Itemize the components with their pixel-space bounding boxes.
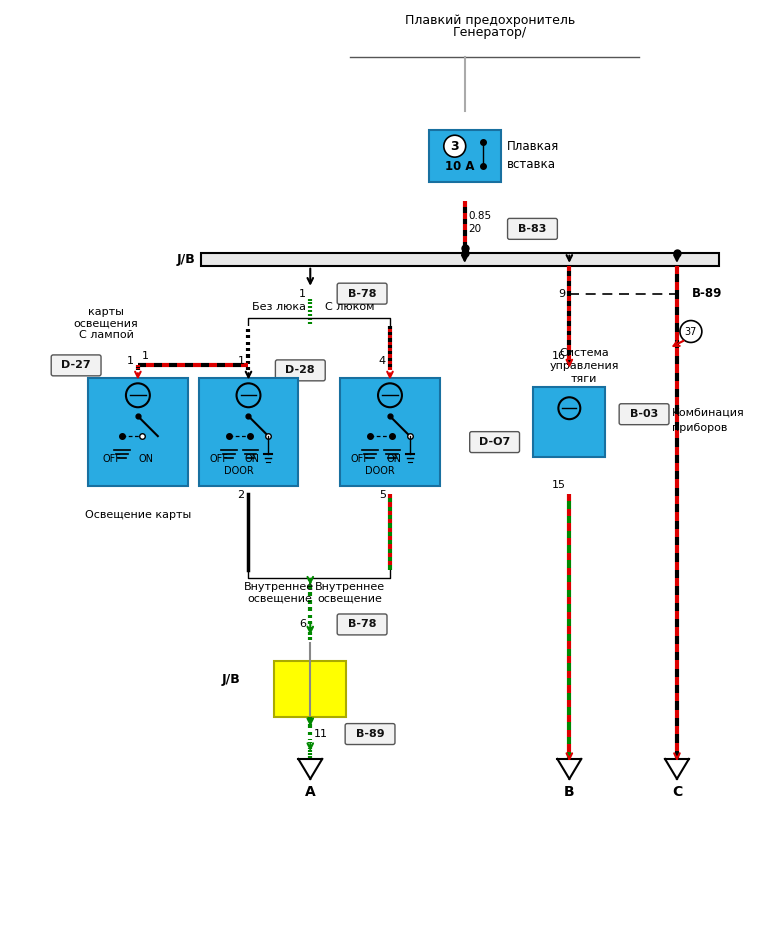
- Text: 3: 3: [450, 140, 459, 153]
- FancyBboxPatch shape: [345, 724, 395, 745]
- Bar: [88, 379, 188, 486]
- Text: DOOR: DOOR: [365, 466, 395, 476]
- Text: D-O7: D-O7: [479, 437, 510, 447]
- Text: B-78: B-78: [348, 619, 376, 630]
- Text: Без люка: Без люка: [252, 301, 306, 312]
- Text: 1: 1: [127, 357, 134, 366]
- Bar: [198, 379, 298, 486]
- Text: Генератор/: Генератор/: [452, 25, 527, 39]
- Bar: [340, 379, 440, 486]
- Text: B: B: [564, 784, 574, 799]
- Text: управления: управления: [550, 362, 619, 371]
- Text: 20: 20: [469, 224, 482, 234]
- Text: С люком: С люком: [325, 301, 375, 312]
- Text: OFF: OFF: [209, 454, 228, 464]
- FancyBboxPatch shape: [469, 431, 520, 452]
- Bar: [201, 253, 719, 266]
- Circle shape: [680, 321, 702, 343]
- Circle shape: [444, 135, 466, 157]
- Text: 16: 16: [551, 351, 565, 362]
- Text: 4: 4: [379, 357, 386, 366]
- Text: 9: 9: [558, 289, 565, 298]
- Text: Плавкий предохронитель: Плавкий предохронитель: [405, 13, 574, 26]
- Text: Плавкая: Плавкая: [506, 140, 559, 153]
- Text: OFF: OFF: [350, 454, 370, 464]
- Text: J/B: J/B: [222, 673, 241, 685]
- Bar: [428, 130, 500, 182]
- Text: B-89: B-89: [356, 729, 384, 739]
- Text: освещение: освещение: [318, 594, 383, 603]
- Text: освещение: освещение: [247, 594, 312, 603]
- Text: A: A: [305, 784, 316, 799]
- Text: освещения: освещения: [73, 318, 138, 329]
- Text: Освещение карты: Освещение карты: [85, 510, 191, 520]
- Text: 1: 1: [300, 289, 306, 298]
- Text: DOOR: DOOR: [224, 466, 253, 476]
- Text: С лампой: С лампой: [79, 330, 134, 341]
- Text: ON: ON: [245, 454, 260, 464]
- Text: D-27: D-27: [61, 361, 91, 370]
- Text: Система: Система: [560, 348, 609, 359]
- Text: 6: 6: [300, 619, 306, 630]
- Text: Внутреннее: Внутреннее: [244, 582, 314, 592]
- Text: 1: 1: [238, 357, 245, 366]
- Text: 10 A: 10 A: [445, 160, 475, 173]
- FancyBboxPatch shape: [51, 355, 101, 376]
- Text: D-28: D-28: [286, 365, 315, 376]
- Text: приборов: приборов: [672, 423, 727, 433]
- Text: OFF: OFF: [103, 454, 121, 464]
- Text: вставка: вставка: [506, 158, 556, 171]
- Text: тяги: тяги: [571, 375, 598, 384]
- Text: 37: 37: [685, 327, 697, 336]
- Text: Комбинация: Комбинация: [672, 407, 745, 417]
- Text: Внутреннее: Внутреннее: [315, 582, 385, 592]
- Text: 15: 15: [551, 480, 565, 490]
- Bar: [533, 387, 605, 457]
- Bar: [274, 662, 346, 717]
- Text: карты: карты: [88, 307, 124, 316]
- Text: 5: 5: [379, 490, 386, 500]
- Text: B-89: B-89: [692, 287, 723, 300]
- Text: J/B: J/B: [177, 253, 195, 266]
- Text: ON: ON: [387, 454, 401, 464]
- FancyBboxPatch shape: [337, 283, 387, 304]
- FancyBboxPatch shape: [619, 404, 669, 425]
- Text: 2: 2: [237, 490, 245, 500]
- Text: B-03: B-03: [630, 409, 659, 419]
- FancyBboxPatch shape: [276, 360, 325, 380]
- Text: C: C: [672, 784, 682, 799]
- Text: 1: 1: [142, 351, 149, 362]
- Text: B-78: B-78: [348, 289, 376, 298]
- Text: B-83: B-83: [518, 224, 547, 234]
- Text: 0.85: 0.85: [469, 211, 492, 221]
- FancyBboxPatch shape: [507, 218, 557, 240]
- Text: 11: 11: [314, 729, 328, 739]
- FancyBboxPatch shape: [337, 614, 387, 635]
- Text: ON: ON: [138, 454, 154, 464]
